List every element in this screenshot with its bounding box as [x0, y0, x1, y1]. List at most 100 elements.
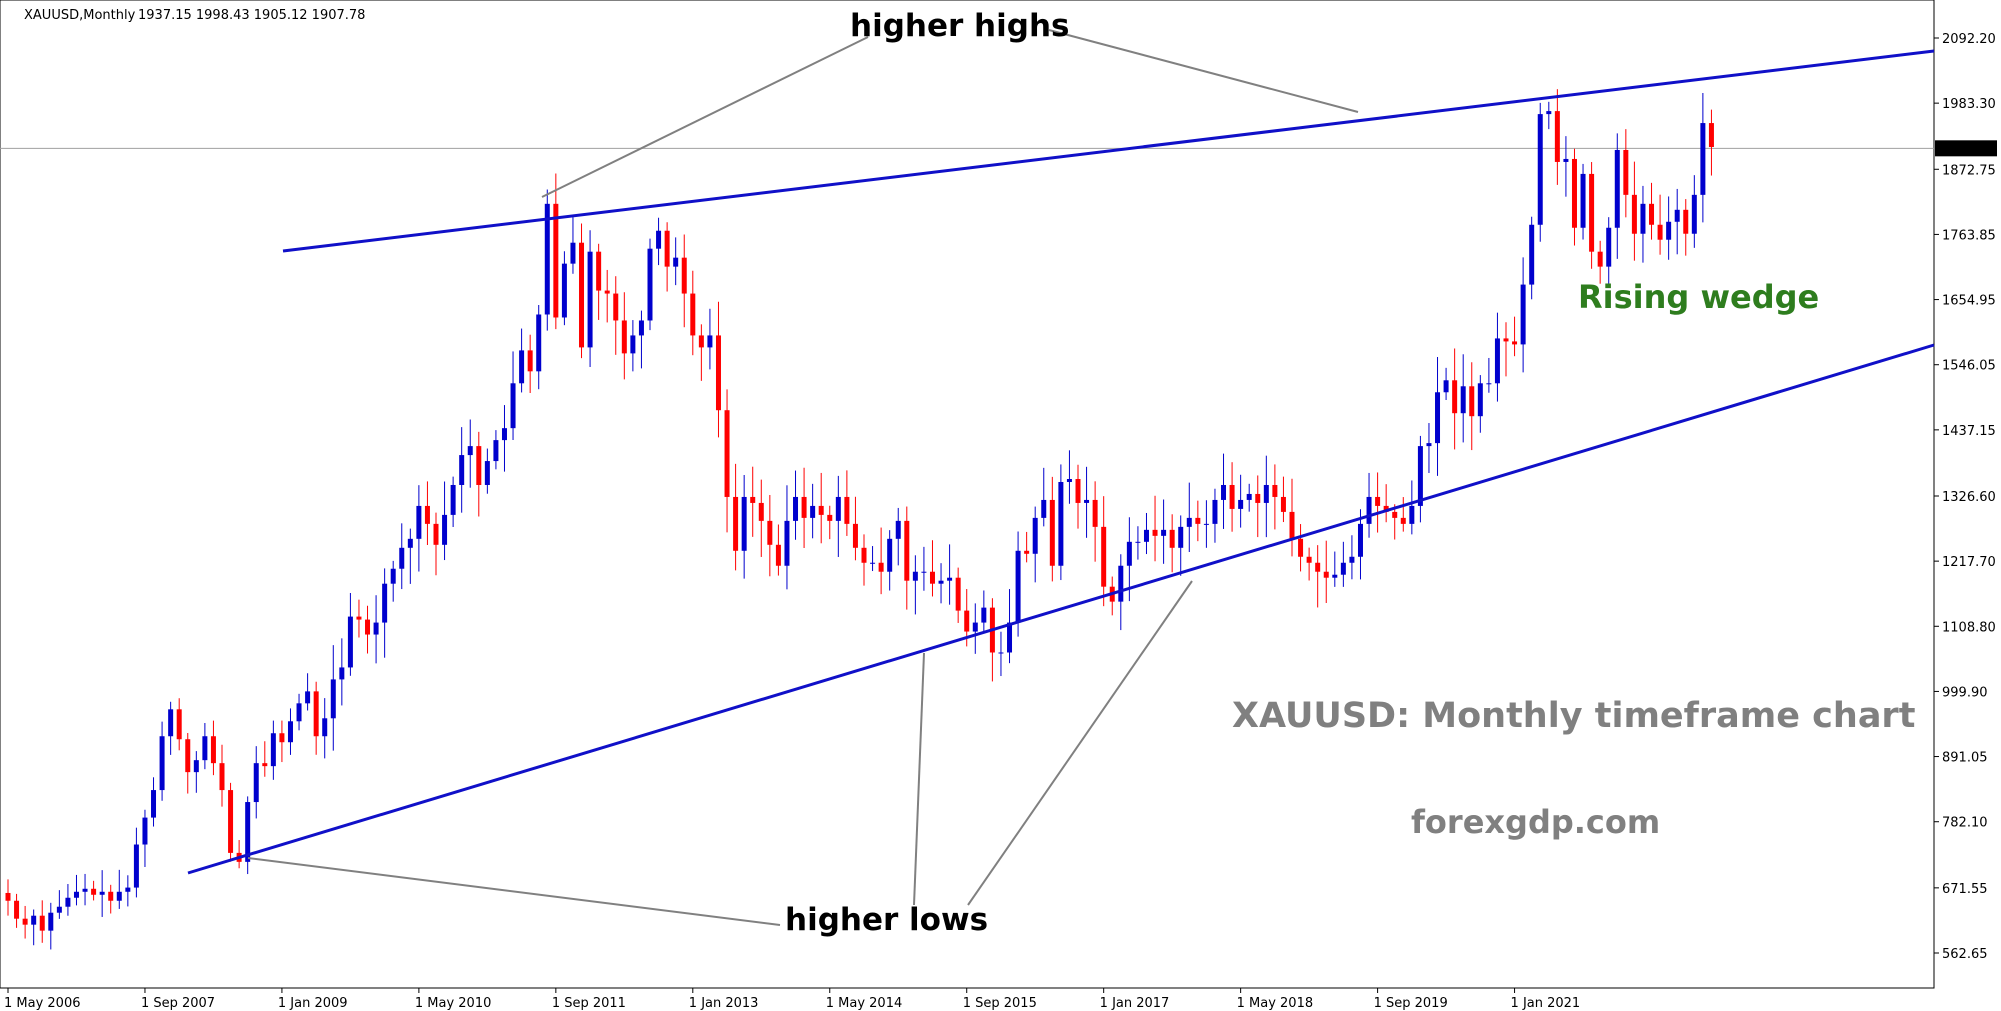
- candle: [1708, 109, 1714, 176]
- ohlc-label: 1937.15 1998.43 1905.12 1907.78: [138, 8, 365, 23]
- candle-body: [193, 760, 199, 773]
- candle-body: [981, 607, 987, 623]
- candle: [955, 567, 961, 623]
- candle: [1229, 462, 1235, 532]
- x-tick-label: 1 Sep 2011: [552, 996, 626, 1011]
- candle-body: [519, 350, 525, 384]
- candle-body: [390, 568, 396, 584]
- candle-body: [715, 335, 721, 411]
- candle: [305, 673, 311, 711]
- candle: [1666, 196, 1672, 260]
- candle: [1169, 514, 1175, 573]
- candle: [116, 869, 122, 909]
- candle: [981, 590, 987, 632]
- current-price-layer: 1907.78: [0, 140, 1997, 157]
- candle-body: [870, 562, 876, 564]
- candle-body: [793, 496, 799, 521]
- candle: [1529, 216, 1535, 300]
- candle: [1298, 524, 1304, 572]
- candle: [1546, 101, 1552, 130]
- candle-body: [1178, 526, 1184, 548]
- candle: [1409, 480, 1415, 535]
- candle-body: [424, 505, 430, 524]
- candle-body: [1512, 341, 1518, 345]
- candle-body: [536, 314, 542, 372]
- candle: [1580, 163, 1586, 240]
- candle-body: [775, 544, 781, 566]
- y-tick-label: 782.10: [1942, 816, 1988, 831]
- current-price-box: [1935, 140, 1997, 157]
- candle: [733, 463, 739, 571]
- candle-body: [690, 293, 696, 336]
- candle: [1255, 475, 1261, 538]
- candle: [604, 269, 610, 323]
- candle: [827, 505, 833, 540]
- candle: [210, 720, 216, 776]
- y-tick-label: 1872.75: [1942, 163, 1996, 178]
- candle-body: [1238, 499, 1244, 509]
- candle-body: [1614, 149, 1620, 228]
- candle-body: [48, 912, 54, 931]
- candle-body: [561, 263, 567, 318]
- candle: [638, 310, 644, 369]
- candle: [887, 530, 893, 591]
- candle: [1178, 515, 1184, 576]
- candle-body: [270, 733, 276, 767]
- candle: [947, 544, 953, 605]
- candle: [193, 751, 199, 793]
- candle-body: [895, 520, 901, 539]
- candle-body: [1366, 496, 1372, 524]
- candle: [373, 595, 379, 664]
- candle: [1357, 509, 1363, 580]
- candle: [1691, 175, 1697, 248]
- candle-body: [1417, 446, 1423, 506]
- candle: [151, 777, 157, 827]
- candle: [467, 419, 473, 488]
- candle: [399, 523, 405, 590]
- candle: [65, 884, 71, 916]
- x-tick-label: 1 Jan 2017: [1100, 996, 1170, 1011]
- candle: [921, 546, 927, 591]
- candle-body: [1683, 209, 1689, 234]
- x-tick-label: 1 May 2018: [1237, 996, 1314, 1011]
- candle-body: [724, 410, 730, 497]
- y-tick-label: 1546.05: [1942, 359, 1996, 374]
- candle: [904, 506, 910, 610]
- candle: [818, 472, 824, 544]
- candle-body: [647, 248, 653, 321]
- candle-body: [604, 290, 610, 294]
- candle: [1606, 217, 1612, 287]
- candle: [613, 276, 619, 355]
- candle-body: [818, 505, 824, 515]
- candle-body: [339, 667, 345, 680]
- candle-body: [929, 571, 935, 584]
- candle: [228, 782, 234, 862]
- y-tick-label: 1654.95: [1942, 294, 1996, 309]
- candle-body: [1640, 203, 1646, 234]
- candle: [493, 430, 499, 470]
- candle: [570, 217, 576, 274]
- candle-body: [1486, 383, 1492, 385]
- higher-lows-pointer-2: [913, 652, 925, 906]
- y-tick-label: 891.05: [1942, 751, 1988, 766]
- candle: [1392, 504, 1398, 540]
- candle: [82, 873, 88, 906]
- y-tick-label: 1983.30: [1942, 97, 1996, 112]
- candle-body: [904, 520, 910, 581]
- candle-body: [245, 802, 251, 862]
- candle: [656, 217, 662, 266]
- candle: [424, 481, 430, 545]
- candle-body: [638, 320, 644, 336]
- candle-body: [1700, 123, 1706, 195]
- candles-layer: [5, 89, 1714, 950]
- candle: [579, 223, 585, 359]
- candle-body: [14, 900, 20, 919]
- candle: [715, 301, 721, 438]
- candle: [287, 708, 293, 755]
- candle-body: [844, 496, 850, 524]
- candle-body: [810, 505, 816, 518]
- candle-body: [108, 891, 114, 901]
- candle-body: [202, 736, 208, 761]
- x-tick-label: 1 Sep 2019: [1374, 996, 1448, 1011]
- candle-body: [1212, 499, 1218, 524]
